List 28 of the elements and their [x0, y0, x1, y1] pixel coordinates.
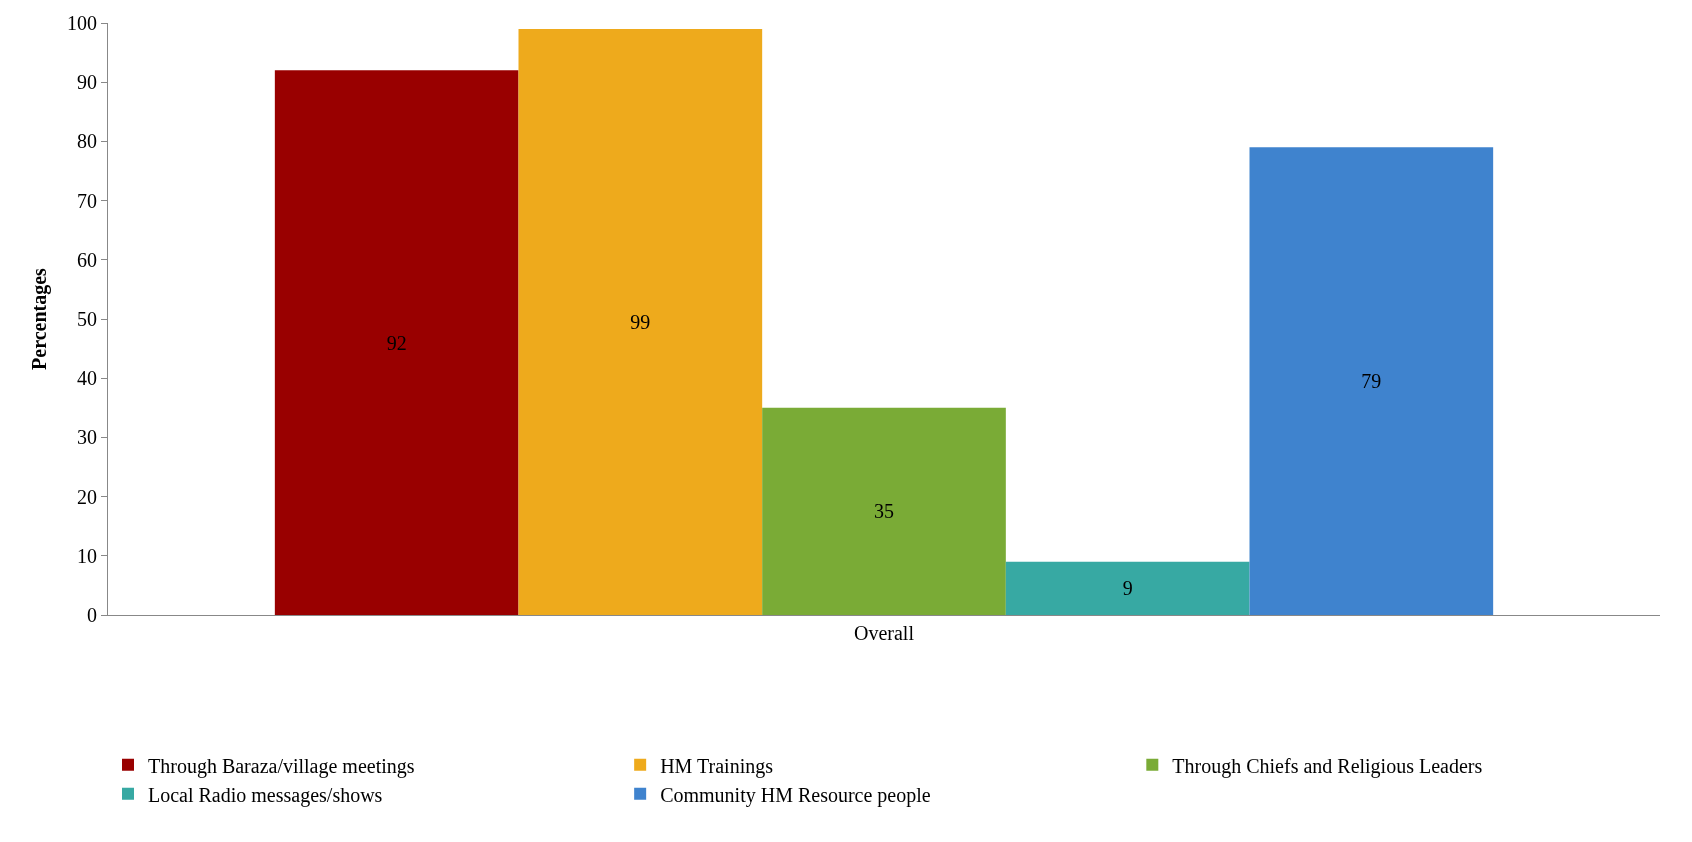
y-tick-label: 50 [77, 308, 97, 330]
y-tick-label: 40 [77, 367, 97, 390]
legend-label: Local Radio messages/shows [148, 783, 383, 807]
y-tick-label: 20 [77, 485, 97, 508]
y-tick-label: 90 [77, 71, 97, 94]
bar [518, 28, 763, 615]
y-tick-label: 100 [67, 12, 97, 34]
legend-label: Community HM Resource people [660, 783, 931, 807]
bar [762, 407, 1006, 615]
data-label: 79 [1361, 370, 1382, 393]
y-axis-title: Percentages [27, 267, 51, 370]
y-tick-label: 70 [77, 189, 97, 212]
bar [274, 70, 519, 615]
data-label: 92 [386, 331, 407, 354]
y-tick-label: 30 [77, 426, 97, 449]
bar [1249, 147, 1494, 615]
y-tick-label: 80 [77, 130, 97, 153]
data-label: 99 [630, 310, 651, 333]
legend-label: Through Chiefs and Religious Leaders [1172, 754, 1483, 778]
data-label: 35 [874, 500, 894, 523]
y-tick-label: 0 [87, 604, 97, 626]
legend-label: HM Trainings [660, 754, 774, 778]
bar [1005, 561, 1250, 615]
y-tick-label: 10 [77, 544, 97, 567]
y-tick-label: 60 [77, 248, 97, 271]
data-label: 9 [1122, 577, 1133, 600]
legend-label: Through Baraza/village meetings [148, 754, 415, 778]
x-tick-label: Overall [854, 622, 915, 644]
